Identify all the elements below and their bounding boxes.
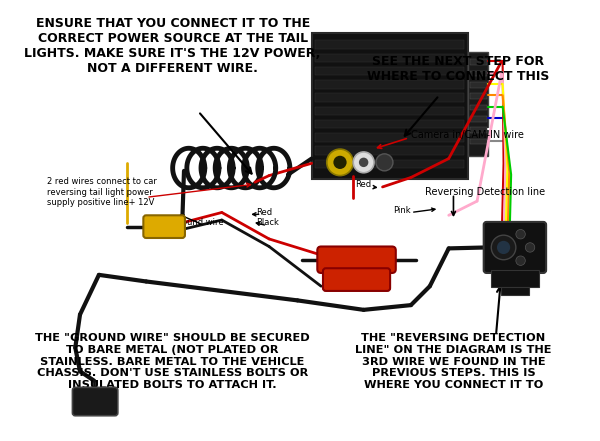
- Circle shape: [491, 235, 516, 260]
- Bar: [316, 80, 464, 89]
- FancyBboxPatch shape: [323, 268, 390, 291]
- Bar: [470, 105, 487, 110]
- FancyBboxPatch shape: [143, 215, 185, 238]
- Bar: [501, 287, 529, 295]
- Bar: [470, 127, 487, 133]
- Circle shape: [353, 152, 374, 173]
- FancyBboxPatch shape: [311, 33, 467, 179]
- FancyBboxPatch shape: [73, 387, 118, 416]
- Circle shape: [359, 157, 368, 167]
- FancyBboxPatch shape: [317, 247, 396, 273]
- Bar: [470, 82, 487, 88]
- Text: Red: Red: [356, 180, 371, 189]
- Bar: [316, 133, 464, 142]
- Bar: [470, 93, 487, 99]
- Text: Ground wire: Ground wire: [172, 218, 224, 227]
- Bar: [491, 270, 539, 287]
- Text: Red: Red: [256, 208, 272, 217]
- Bar: [316, 54, 464, 62]
- Circle shape: [327, 149, 353, 176]
- Bar: [470, 139, 487, 144]
- Circle shape: [526, 243, 535, 252]
- Bar: [316, 160, 464, 168]
- Bar: [316, 41, 464, 49]
- Bar: [470, 59, 487, 65]
- Text: SEE THE NEXT STEP FOR
WHERE TO CONNECT THIS: SEE THE NEXT STEP FOR WHERE TO CONNECT T…: [367, 55, 550, 82]
- Text: 2 red wires connect to car
reversing tail light power
supply positive line+ 12V: 2 red wires connect to car reversing tai…: [47, 177, 157, 207]
- Bar: [316, 107, 464, 115]
- Text: THE "REVERSING DETECTION
LINE" ON THE DIAGRAM IS THE
3RD WIRE WE FOUND IN THE
PR: THE "REVERSING DETECTION LINE" ON THE DI…: [355, 333, 552, 390]
- Circle shape: [516, 256, 526, 265]
- Bar: [316, 146, 464, 155]
- Text: THE "GROUND WIRE" SHOULD BE SECURED
TO BARE METAL (NOT PLATED OR
STAINLESS. BARE: THE "GROUND WIRE" SHOULD BE SECURED TO B…: [35, 333, 310, 390]
- Circle shape: [497, 241, 510, 254]
- Text: Camera in/CAM-IN wire: Camera in/CAM-IN wire: [411, 130, 524, 140]
- Text: Reversing Detection line: Reversing Detection line: [425, 187, 545, 197]
- Text: Black: Black: [256, 218, 278, 227]
- FancyBboxPatch shape: [484, 222, 546, 273]
- Text: Pink: Pink: [392, 206, 410, 215]
- Circle shape: [334, 156, 347, 169]
- Bar: [470, 116, 487, 122]
- Circle shape: [376, 154, 393, 171]
- Bar: [316, 120, 464, 128]
- Bar: [470, 71, 487, 76]
- Bar: [467, 52, 488, 156]
- Bar: [316, 93, 464, 102]
- Text: ENSURE THAT YOU CONNECT IT TO THE
CORRECT POWER SOURCE AT THE TAIL
LIGHTS. MAKE : ENSURE THAT YOU CONNECT IT TO THE CORREC…: [25, 17, 321, 75]
- Circle shape: [516, 229, 526, 239]
- Bar: [316, 67, 464, 75]
